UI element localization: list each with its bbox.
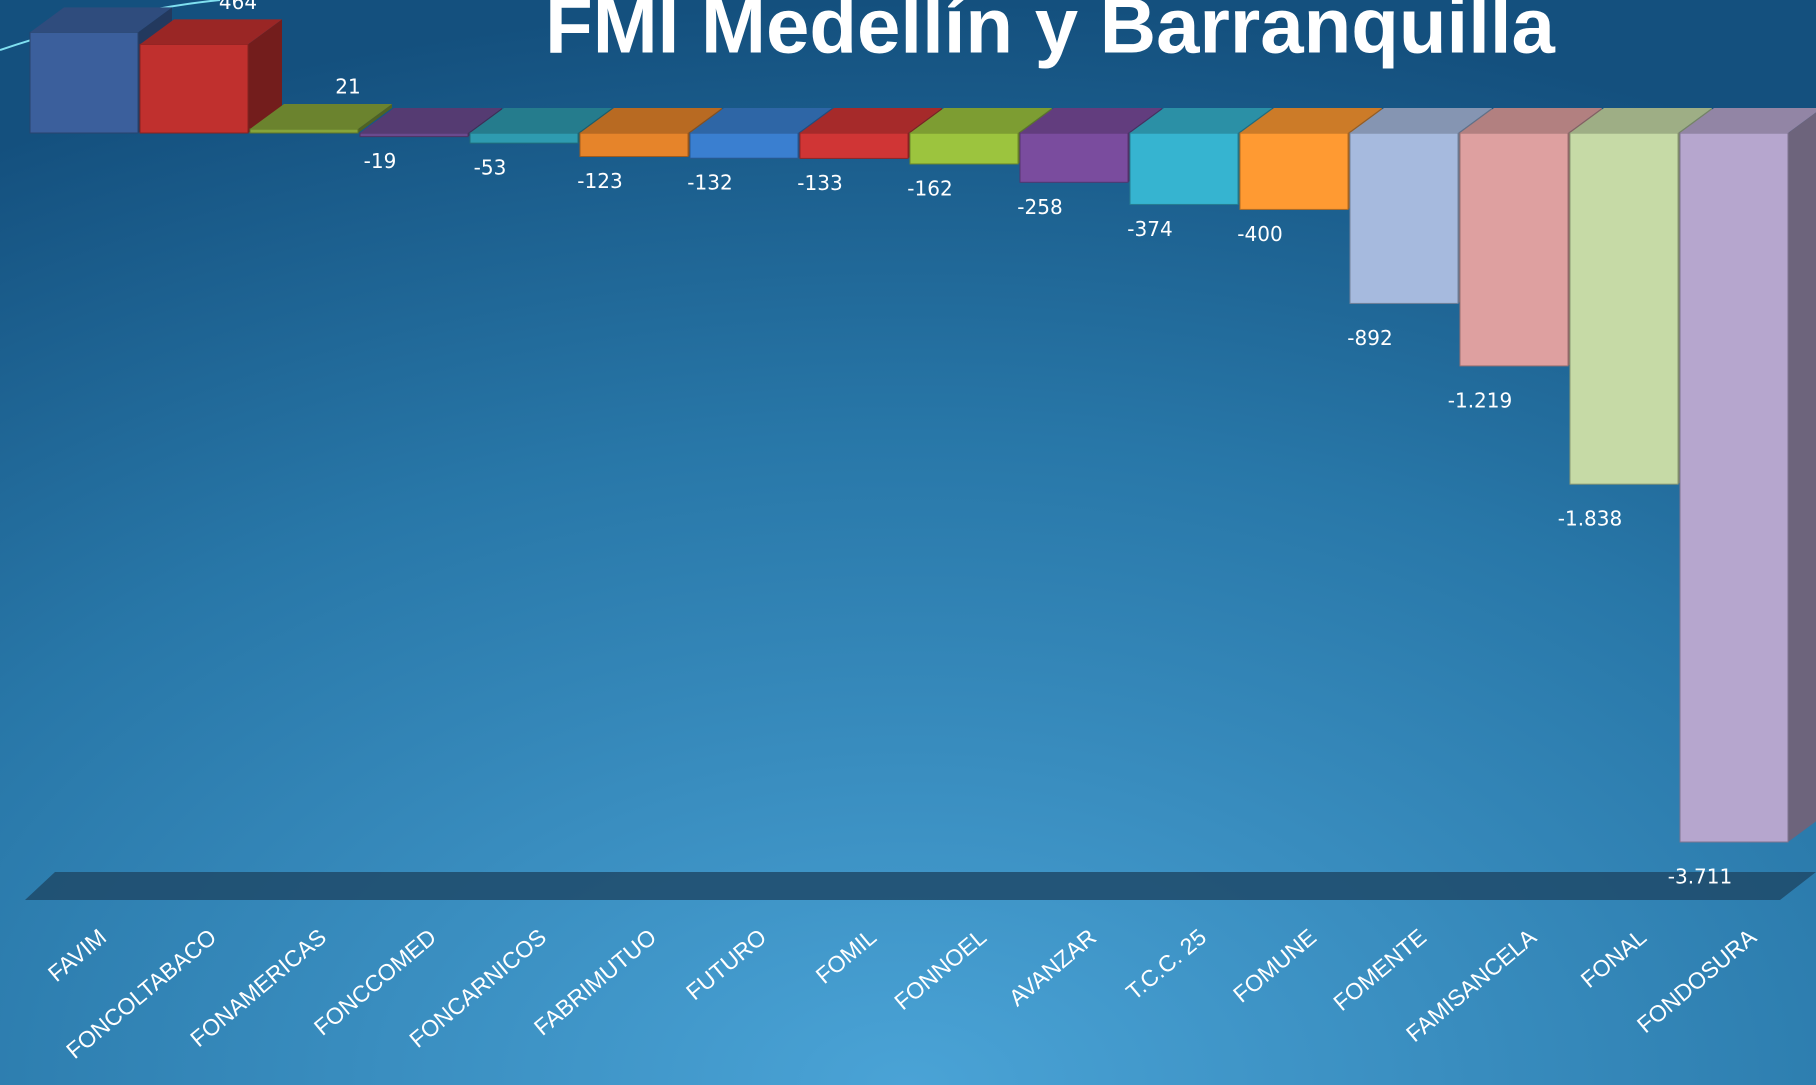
bar-face bbox=[30, 7, 172, 33]
value-label: 21 bbox=[335, 74, 360, 98]
bar-face bbox=[469, 132, 579, 144]
bar-face bbox=[1350, 108, 1492, 133]
bar bbox=[579, 108, 722, 157]
bar-face bbox=[140, 19, 282, 45]
bar-face bbox=[580, 108, 722, 133]
bar bbox=[1679, 108, 1816, 843]
bar-face bbox=[799, 132, 909, 159]
bar-face bbox=[139, 43, 249, 134]
bar-face bbox=[689, 132, 799, 159]
bar-face bbox=[1459, 132, 1569, 367]
bar-face bbox=[360, 108, 502, 133]
bar-face bbox=[1020, 108, 1162, 133]
bar-face bbox=[800, 108, 942, 133]
bar-face bbox=[29, 31, 139, 134]
bar bbox=[139, 19, 282, 134]
bar-face bbox=[358, 103, 392, 133]
value-label: -3.711 bbox=[1668, 865, 1732, 889]
value-label: -132 bbox=[687, 171, 732, 195]
value-label: -1.219 bbox=[1448, 388, 1512, 412]
bar-face bbox=[1019, 132, 1129, 183]
bar-face bbox=[1239, 132, 1349, 210]
bar-face bbox=[910, 108, 1052, 133]
bar-face bbox=[1129, 132, 1239, 205]
bar-face bbox=[470, 108, 612, 133]
value-label: -133 bbox=[797, 171, 842, 195]
value-label: -19 bbox=[364, 149, 397, 173]
value-label: -374 bbox=[1127, 217, 1172, 241]
bar-face bbox=[248, 19, 282, 133]
bar-face bbox=[1240, 108, 1382, 133]
bar-face bbox=[249, 128, 359, 134]
value-label: -123 bbox=[577, 169, 622, 193]
bar-face bbox=[1130, 108, 1272, 133]
chart-title: FMI Medellín y Barranquilla bbox=[545, 0, 1555, 70]
bar-face bbox=[690, 108, 832, 133]
value-label: -892 bbox=[1347, 326, 1392, 350]
bar-face bbox=[909, 132, 1019, 165]
bar bbox=[249, 103, 392, 134]
bar-face bbox=[250, 103, 392, 129]
value-label: -162 bbox=[907, 176, 952, 200]
bar-face bbox=[1349, 132, 1459, 304]
bar-face bbox=[579, 132, 689, 157]
value-label: 464 bbox=[219, 0, 257, 14]
bar-face bbox=[1680, 108, 1816, 133]
bar-face bbox=[1570, 108, 1712, 133]
value-label: -53 bbox=[474, 156, 507, 180]
bar-face bbox=[1460, 108, 1602, 133]
floor bbox=[25, 872, 1816, 900]
value-label: 527 bbox=[109, 0, 147, 2]
bar-face bbox=[359, 132, 469, 138]
bar-face bbox=[1679, 132, 1789, 843]
bar-face bbox=[1788, 112, 1816, 842]
value-label: -258 bbox=[1017, 195, 1062, 219]
value-label: -1.838 bbox=[1558, 507, 1622, 531]
value-label: -400 bbox=[1237, 222, 1282, 246]
bar-face bbox=[1569, 132, 1679, 485]
